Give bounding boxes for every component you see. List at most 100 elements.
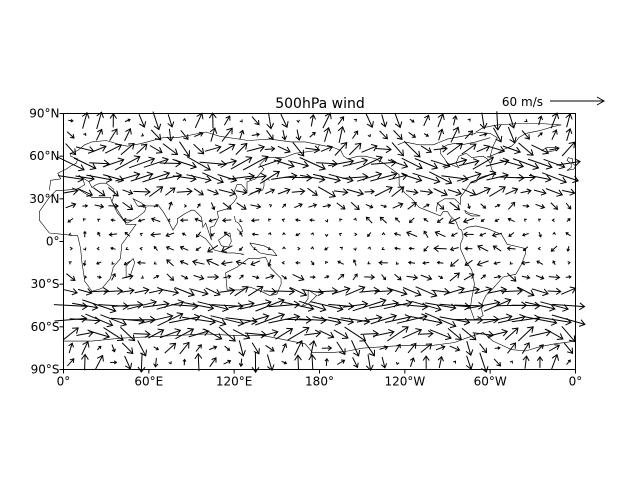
wind-vector: [525, 219, 527, 221]
wind-vector: [450, 346, 460, 351]
wind-vector: [90, 288, 109, 295]
wind-vector: [395, 247, 401, 250]
wind-vector: [140, 247, 142, 250]
wind-vector: [224, 360, 231, 364]
wind-vector: [392, 142, 403, 155]
wind-vector: [353, 357, 359, 367]
wind-vector: [163, 144, 178, 155]
wind-vector: [395, 233, 401, 236]
wind-vector: [153, 112, 161, 130]
wind-vector: [125, 129, 132, 141]
wind-vector: [209, 219, 216, 223]
wind-vector: [253, 233, 259, 236]
wind-vector: [508, 202, 514, 209]
wind-vector: [169, 202, 173, 210]
wind-vector: [154, 358, 158, 367]
wind-vector: [551, 246, 557, 251]
wind-vector: [566, 114, 573, 127]
wind-vector: [152, 218, 161, 222]
wind-vector: [196, 345, 201, 352]
wind-vector: [375, 187, 392, 197]
wind-vector: [139, 219, 145, 222]
wind-vector: [478, 245, 488, 251]
wind-vector: [144, 158, 168, 168]
wind-vector: [366, 204, 373, 208]
wind-vector: [151, 130, 161, 140]
wind-vector: [311, 261, 314, 265]
quiver-key-label: 60 m/s: [502, 95, 543, 109]
wind-vector: [180, 142, 190, 157]
wind-vector: [240, 131, 244, 140]
wind-vector: [481, 275, 486, 279]
wind-vector: [325, 359, 329, 366]
wind-vector: [553, 261, 555, 265]
wind-vector: [239, 359, 243, 367]
wind-vector: [126, 247, 128, 250]
wind-vector: [557, 159, 581, 166]
wind-vector: [211, 233, 215, 236]
wind-vector: [310, 133, 315, 138]
wind-vector: [269, 219, 272, 221]
wind-vector: [193, 260, 205, 266]
wind-vector: [424, 115, 430, 126]
wind-vector: [552, 315, 585, 326]
y-tick-label: 90°N: [29, 107, 59, 121]
wind-vector: [320, 331, 334, 339]
wind-vector: [537, 261, 543, 265]
wind-vector: [552, 130, 557, 140]
wind-vector: [407, 231, 417, 236]
wind-vector: [468, 204, 471, 209]
wind-vector: [139, 314, 172, 324]
wind-vector: [83, 219, 85, 221]
wind-vector: [508, 127, 516, 143]
wind-vector: [409, 247, 414, 250]
wind-vector: [222, 261, 233, 266]
wind-vector: [297, 120, 300, 122]
wind-vector: [551, 203, 558, 210]
wind-vector: [267, 113, 274, 129]
wind-vector: [139, 114, 146, 127]
wind-vector: [252, 219, 259, 223]
wind-vector: [194, 132, 203, 136]
wind-vector: [537, 345, 544, 352]
wind-vector: [487, 173, 509, 180]
wind-vector: [181, 130, 188, 139]
y-tick-label: 30°S: [31, 277, 60, 291]
wind-vector: [110, 361, 116, 364]
wind-vector: [169, 361, 172, 363]
wind-vector: [283, 219, 285, 222]
wind-vector: [196, 247, 201, 250]
wind-vector: [389, 289, 407, 296]
wind-vector: [407, 275, 418, 280]
wind-vector: [194, 144, 204, 154]
wind-vector: [510, 262, 512, 264]
wind-vector: [503, 146, 520, 154]
wind-vector: [181, 246, 189, 250]
coastline: [398, 133, 476, 144]
wind-vector: [233, 330, 250, 339]
wind-vector: [123, 202, 133, 209]
wind-vector: [337, 203, 345, 209]
wind-vector: [459, 159, 479, 166]
wind-vector: [387, 327, 408, 341]
wind-vectors: [54, 111, 585, 372]
wind-vector: [479, 133, 486, 137]
wind-vector: [92, 145, 106, 152]
wind-vector: [508, 218, 514, 221]
wind-vector: [406, 189, 418, 195]
wind-vector: [495, 219, 499, 222]
wind-vector: [448, 189, 461, 196]
wind-vector: [149, 187, 162, 197]
wind-vector: [351, 202, 359, 209]
wind-vector: [379, 261, 388, 265]
wind-vector: [296, 233, 300, 236]
wind-vector: [143, 171, 170, 182]
wind-vector: [133, 188, 150, 195]
wind-vector: [513, 159, 539, 170]
wind-vector: [438, 357, 444, 368]
wind-vector: [97, 262, 101, 265]
wind-vector: [325, 247, 328, 249]
coastline: [567, 158, 576, 171]
wind-vector: [353, 274, 357, 280]
